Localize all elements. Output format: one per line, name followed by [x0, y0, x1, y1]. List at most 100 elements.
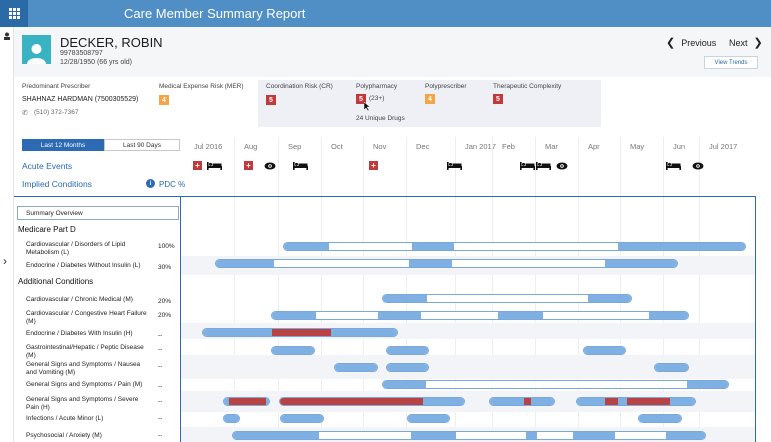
therapeutic-complexity-badge[interactable]: 5: [493, 94, 503, 104]
month-label: Aug: [244, 142, 258, 151]
fill-segment: [687, 381, 728, 388]
month-gridline: [620, 137, 621, 442]
fill-segment: [531, 398, 554, 405]
eye-icon[interactable]: [556, 160, 568, 171]
bed-icon[interactable]: [536, 160, 551, 171]
condition-label[interactable]: Cardiovascular / Disorders of Lipid Meta…: [26, 241, 126, 256]
fill-segment: [272, 312, 316, 319]
app-menu-button[interactable]: [0, 0, 28, 27]
polyprescriber-badge[interactable]: 4: [425, 94, 435, 104]
condition-label[interactable]: General Signs and Symptoms / Severe Pain…: [26, 396, 139, 411]
mer-badge[interactable]: 4: [159, 95, 169, 105]
fill-segment: [383, 381, 426, 388]
bed-icon[interactable]: [520, 160, 535, 171]
condition-pdc-value: --: [158, 346, 163, 353]
fill-segment: [331, 329, 397, 336]
condition-pdc-value: 20%: [158, 298, 172, 305]
fill-segment: [408, 415, 449, 422]
condition-timeline-bar[interactable]: [334, 363, 378, 372]
condition-timeline-bar[interactable]: [638, 414, 682, 423]
fill-segment: [387, 347, 428, 354]
implied-conditions-label: Implied Conditions: [22, 179, 92, 189]
condition-label[interactable]: Infections / Acute Minor (L): [26, 415, 104, 422]
next-button[interactable]: Next ❯: [729, 37, 763, 49]
condition-timeline-bar[interactable]: [576, 397, 696, 406]
fill-segment: [272, 347, 314, 354]
condition-pdc-value: 20%: [158, 312, 172, 319]
condition-timeline-bar[interactable]: [489, 397, 555, 406]
hospital-plus-icon[interactable]: +: [193, 160, 202, 171]
pdc-label[interactable]: PDC %: [159, 180, 186, 189]
month-gridline: [455, 137, 456, 442]
month-label: Apr: [588, 142, 600, 151]
month-gridline: [699, 137, 700, 442]
cr-label: Coordination Risk (CR): [266, 83, 333, 90]
condition-label[interactable]: Cardiovascular / Chronic Medical (M): [26, 296, 133, 303]
condition-label[interactable]: Psychosocial / Anxiety (M): [26, 432, 102, 439]
condition-timeline-bar[interactable]: [583, 346, 626, 355]
condition-timeline-bar[interactable]: [202, 328, 398, 337]
gap-segment: [627, 398, 670, 405]
condition-label[interactable]: Gastrointestinal/Hepatic / Peptic Diseas…: [26, 344, 144, 359]
condition-timeline-bar[interactable]: [386, 363, 429, 372]
month-label: May: [630, 142, 645, 151]
condition-label[interactable]: General Signs and Symptoms / Nausea and …: [26, 361, 141, 376]
condition-timeline-bar[interactable]: [654, 363, 689, 372]
summary-panel: [14, 196, 181, 442]
tab-last-90-days[interactable]: Last 90 Days: [104, 139, 180, 151]
condition-label[interactable]: General Signs and Symptoms / Pain (M): [26, 381, 143, 388]
polypharmacy-badge[interactable]: 5: [356, 94, 366, 104]
condition-timeline-bar[interactable]: [280, 414, 324, 423]
hospital-plus-icon[interactable]: +: [369, 160, 378, 171]
bed-icon[interactable]: [293, 160, 308, 171]
eye-icon[interactable]: [692, 160, 704, 171]
condition-timeline-bar[interactable]: [382, 294, 632, 303]
row-stripe: [181, 391, 755, 412]
condition-pdc-value: --: [158, 432, 163, 439]
bed-icon[interactable]: [447, 160, 462, 171]
condition-timeline-bar[interactable]: [279, 397, 465, 406]
polyprescriber-label: Polyprescriber: [425, 83, 467, 90]
month-label: Mar: [545, 142, 558, 151]
eye-icon[interactable]: [264, 160, 276, 171]
condition-timeline-bar[interactable]: [271, 311, 689, 320]
condition-label[interactable]: Endocrine / Diabetes Without Insulin (L): [26, 262, 141, 269]
previous-button[interactable]: ❮ Previous: [666, 37, 717, 49]
summary-overview-button[interactable]: Summary Overview: [17, 206, 179, 220]
bed-icon[interactable]: [666, 160, 681, 171]
fill-segment: [573, 432, 615, 439]
bed-icon[interactable]: [207, 160, 222, 171]
prescriber-value: SHAHNAZ HARDMAN (7500305529): [22, 96, 139, 103]
fill-segment: [670, 398, 695, 405]
cr-badge[interactable]: 5: [266, 95, 276, 105]
month-label: Dec: [416, 142, 430, 151]
chart-right-border: [755, 196, 756, 442]
polypharmacy-label: Polypharmacy: [356, 83, 398, 90]
expand-chevron-icon[interactable]: ›: [3, 254, 7, 268]
condition-label[interactable]: Cardiovascular / Congestive Heart Failur…: [26, 310, 147, 325]
fill-segment: [639, 415, 681, 422]
view-trends-button[interactable]: View Trends: [704, 56, 758, 69]
fill-segment: [224, 415, 239, 422]
condition-timeline-bar[interactable]: [223, 414, 240, 423]
acute-events-label: Acute Events: [22, 161, 73, 171]
person-icon: [27, 44, 46, 64]
user-icon[interactable]: [3, 32, 11, 40]
condition-timeline-bar[interactable]: [271, 346, 315, 355]
condition-timeline-bar[interactable]: [283, 242, 746, 251]
condition-timeline-bar[interactable]: [232, 431, 706, 440]
patient-dob: 12/28/1950 (66 yrs old): [60, 59, 132, 66]
tab-last-12-months[interactable]: Last 12 Months: [22, 139, 104, 151]
condition-timeline-bar[interactable]: [407, 414, 450, 423]
condition-timeline-bar[interactable]: [215, 259, 678, 268]
condition-timeline-bar[interactable]: [386, 346, 429, 355]
fill-segment: [423, 398, 464, 405]
gap-segment: [280, 398, 423, 405]
info-icon[interactable]: i: [146, 179, 155, 188]
condition-label[interactable]: Endocrine / Diabetes With Insulin (H): [26, 330, 133, 337]
hospital-plus-icon[interactable]: +: [244, 160, 253, 171]
condition-timeline-bar[interactable]: [382, 380, 729, 389]
phone-icon: ✆: [22, 110, 28, 117]
condition-timeline-bar[interactable]: [223, 397, 270, 406]
gap-segment: [272, 329, 331, 336]
